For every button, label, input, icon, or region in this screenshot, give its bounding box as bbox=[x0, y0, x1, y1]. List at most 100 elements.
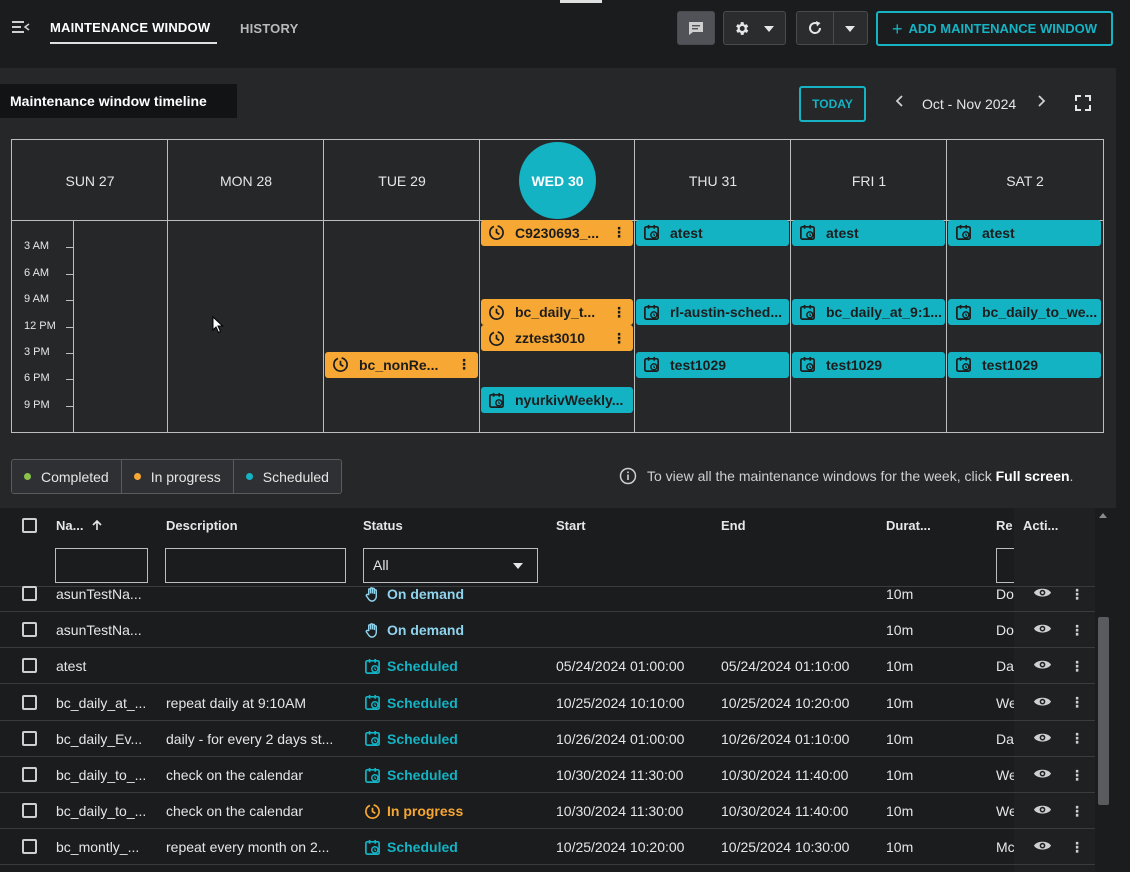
more-options-icon[interactable]: ⋮ bbox=[1070, 838, 1084, 855]
cell-status: In progress bbox=[364, 793, 544, 829]
cell-start: 10/26/2024 01:00:00 bbox=[556, 730, 685, 747]
timeline-event[interactable]: atest bbox=[636, 219, 789, 246]
chevron-down-icon[interactable] bbox=[845, 26, 855, 32]
timeline-event[interactable]: bc_daily_t... ⋮ bbox=[481, 299, 633, 325]
view-eye-icon[interactable] bbox=[1033, 731, 1052, 747]
table-row[interactable]: bc_daily_Ev... daily - for every 2 days s… bbox=[0, 721, 1095, 757]
more-options-icon[interactable]: ⋮ bbox=[1070, 585, 1084, 602]
view-eye-icon[interactable] bbox=[1033, 622, 1052, 638]
table-row[interactable]: asunTestNa... 10m Do On demand ⋮ bbox=[0, 576, 1095, 612]
view-eye-icon[interactable] bbox=[1033, 695, 1052, 711]
row-checkbox[interactable] bbox=[22, 803, 37, 819]
event-label: zztest3010 bbox=[515, 330, 586, 347]
more-options-icon[interactable]: ⋮ bbox=[457, 356, 471, 373]
table-row[interactable]: bc_daily_at_... repeat daily at 9:10AM 10/… bbox=[0, 685, 1095, 721]
refresh-button[interactable] bbox=[796, 11, 868, 45]
row-checkbox[interactable] bbox=[22, 839, 37, 855]
select-all-checkbox[interactable] bbox=[22, 518, 37, 533]
timeline-event[interactable]: bc_daily_at_9:1... bbox=[792, 299, 945, 325]
description-filter-input[interactable] bbox=[165, 548, 346, 583]
table-row[interactable]: bc_montly_... repeat every month on 2... 1… bbox=[0, 829, 1095, 866]
column-header-start[interactable]: Start bbox=[556, 518, 586, 533]
column-header-description[interactable]: Description bbox=[166, 518, 238, 533]
recurrence-filter-input[interactable] bbox=[996, 548, 1014, 583]
more-options-icon[interactable]: ⋮ bbox=[612, 303, 626, 320]
timeline-event[interactable]: atest bbox=[948, 219, 1101, 246]
fullscreen-icon[interactable] bbox=[1075, 95, 1091, 111]
more-options-icon[interactable]: ⋮ bbox=[1070, 730, 1084, 747]
timeline-event[interactable]: test1029 bbox=[792, 351, 945, 378]
scroll-up-arrow[interactable] bbox=[1099, 513, 1107, 518]
day-header: FRI 1 bbox=[791, 140, 947, 221]
view-eye-icon[interactable] bbox=[1033, 803, 1052, 819]
event-label: C9230693_... bbox=[515, 224, 600, 241]
status-filter-select[interactable]: All bbox=[363, 548, 538, 583]
cell-duration: 10m bbox=[886, 803, 914, 820]
table-row[interactable]: bc_daily_to_... check on the calendar 10/3… bbox=[0, 757, 1095, 793]
more-options-icon[interactable]: ⋮ bbox=[1070, 766, 1084, 783]
view-eye-icon[interactable] bbox=[1033, 586, 1052, 602]
tab-maintenance-window[interactable]: MAINTENANCE WINDOW bbox=[50, 20, 211, 35]
more-options-icon[interactable]: ⋮ bbox=[612, 329, 626, 346]
column-header-duration[interactable]: Durat... bbox=[886, 518, 931, 533]
chevron-right-icon bbox=[1038, 95, 1046, 107]
view-eye-icon[interactable] bbox=[1033, 767, 1052, 783]
actions-column-shade bbox=[1014, 508, 1095, 872]
info-text: To view all the maintenance windows for … bbox=[647, 468, 992, 484]
row-checkbox[interactable] bbox=[22, 658, 37, 674]
timeline-event[interactable]: zztest3010 ⋮ bbox=[481, 325, 633, 352]
status-label: On demand bbox=[387, 586, 465, 602]
tab-history[interactable]: HISTORY bbox=[240, 21, 299, 36]
more-options-icon[interactable]: ⋮ bbox=[1070, 802, 1084, 819]
timeline-event[interactable]: rl-austin-sched... bbox=[636, 299, 789, 325]
row-checkbox[interactable] bbox=[22, 767, 37, 782]
table-row[interactable]: atest 05/24/2024 01:00:00 05/24/2024 01:10… bbox=[0, 648, 1095, 685]
table-scrollbar[interactable] bbox=[1098, 617, 1109, 805]
row-checkbox[interactable] bbox=[22, 622, 37, 638]
timeline-event[interactable]: atest bbox=[792, 219, 945, 246]
chat-button[interactable] bbox=[677, 11, 715, 45]
column-header-status[interactable]: Status bbox=[363, 518, 403, 533]
day-divider bbox=[790, 140, 791, 432]
view-eye-icon[interactable] bbox=[1033, 839, 1052, 855]
more-options-icon[interactable]: ⋮ bbox=[612, 224, 626, 241]
settings-button[interactable] bbox=[723, 11, 786, 45]
previous-week-button[interactable] bbox=[895, 94, 904, 112]
legend-item: Completed bbox=[12, 460, 122, 493]
table-row[interactable]: asunTestNa... 10m Do On demand ⋮ bbox=[0, 612, 1095, 649]
add-maintenance-window-button[interactable]: + ADD MAINTENANCE WINDOW bbox=[876, 11, 1113, 46]
table-row[interactable]: bc_daily_to_... check on the calendar 10/3… bbox=[0, 793, 1095, 830]
column-header-name[interactable]: Na... bbox=[56, 518, 103, 533]
cell-status: On demand bbox=[364, 576, 544, 612]
cell-end: 10/26/2024 01:10:00 bbox=[721, 730, 850, 747]
more-options-icon[interactable]: ⋮ bbox=[1070, 621, 1084, 638]
row-checkbox[interactable] bbox=[22, 586, 37, 601]
timeline-event[interactable]: C9230693_... ⋮ bbox=[481, 219, 633, 246]
row-checkbox[interactable] bbox=[22, 694, 37, 710]
row-checkbox[interactable] bbox=[22, 730, 37, 746]
legend-item: In progress bbox=[121, 460, 234, 493]
calendar-icon bbox=[364, 730, 381, 747]
view-eye-icon[interactable] bbox=[1033, 658, 1052, 674]
cell-recurrence: We bbox=[996, 803, 1014, 820]
cell-end: 10/30/2024 11:40:00 bbox=[721, 767, 849, 783]
scheduled-calendar-icon bbox=[643, 356, 660, 373]
full-screen-link[interactable]: Full screen bbox=[995, 468, 1070, 484]
timeline-event[interactable]: test1029 bbox=[948, 351, 1101, 378]
name-filter-input[interactable] bbox=[55, 548, 148, 583]
cell-name: asunTestNa... bbox=[56, 622, 142, 639]
more-options-icon[interactable]: ⋮ bbox=[1070, 657, 1084, 674]
scheduled-calendar-icon bbox=[643, 224, 660, 241]
next-week-button[interactable] bbox=[1037, 94, 1046, 112]
menu-collapse-icon[interactable] bbox=[12, 20, 30, 34]
timeline-event[interactable]: bc_daily_to_we... bbox=[948, 299, 1101, 325]
timeline-event[interactable]: nyurkivWeekly... bbox=[481, 387, 633, 413]
today-button[interactable]: TODAY bbox=[799, 86, 866, 122]
hour-tick bbox=[66, 405, 73, 407]
column-header-end[interactable]: End bbox=[721, 518, 746, 533]
more-options-icon[interactable]: ⋮ bbox=[1070, 694, 1084, 711]
refresh-icon bbox=[809, 21, 822, 34]
timeline-event[interactable]: test1029 bbox=[636, 351, 789, 378]
timeline-event[interactable]: bc_nonRe... ⋮ bbox=[325, 351, 478, 378]
column-header-recurrence[interactable]: Re bbox=[996, 518, 1013, 533]
